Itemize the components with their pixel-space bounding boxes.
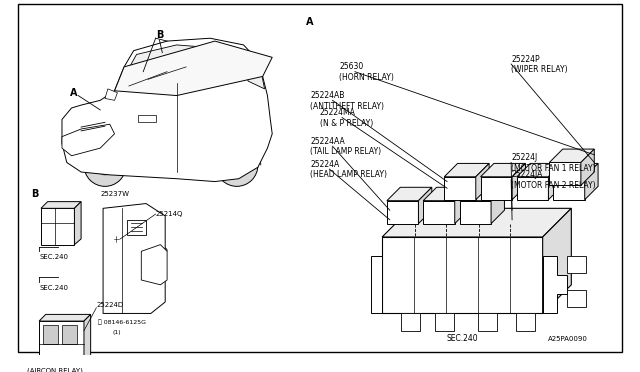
Text: B: B — [31, 189, 39, 199]
Polygon shape — [387, 201, 419, 224]
Polygon shape — [62, 38, 272, 182]
Circle shape — [99, 109, 107, 116]
Polygon shape — [477, 314, 497, 331]
Polygon shape — [548, 163, 562, 200]
Polygon shape — [62, 124, 115, 156]
Text: SEC.240: SEC.240 — [447, 334, 478, 343]
Circle shape — [113, 235, 120, 242]
Text: 25224MA: 25224MA — [320, 108, 356, 117]
Text: Ⓑ 08146-6125G: Ⓑ 08146-6125G — [99, 319, 147, 325]
Polygon shape — [512, 163, 525, 200]
Polygon shape — [371, 256, 382, 314]
Text: (AIRCON RELAY): (AIRCON RELAY) — [28, 368, 83, 372]
Text: SEC.240: SEC.240 — [39, 254, 68, 260]
Polygon shape — [382, 237, 543, 314]
Polygon shape — [460, 201, 491, 224]
Text: (MOTOR FAN 1 RELAY): (MOTOR FAN 1 RELAY) — [511, 164, 596, 173]
Polygon shape — [39, 314, 91, 321]
Text: 25224AB: 25224AB — [310, 91, 345, 100]
Polygon shape — [566, 289, 586, 307]
Polygon shape — [549, 163, 581, 185]
Polygon shape — [435, 314, 454, 331]
Polygon shape — [105, 89, 117, 100]
Text: 25224J: 25224J — [511, 153, 538, 162]
Polygon shape — [517, 163, 562, 177]
Text: 25224P: 25224P — [511, 55, 540, 64]
Bar — [43, 325, 58, 344]
Bar — [127, 220, 146, 235]
Polygon shape — [84, 314, 91, 361]
Text: SEC.240: SEC.240 — [39, 285, 68, 291]
Polygon shape — [476, 163, 489, 200]
Polygon shape — [127, 45, 213, 81]
Polygon shape — [423, 187, 468, 201]
Text: B: B — [156, 31, 163, 40]
Text: 25224AA: 25224AA — [310, 137, 345, 146]
Text: (WIPER RELAY): (WIPER RELAY) — [511, 65, 568, 74]
Polygon shape — [444, 163, 489, 177]
Text: 25214Q: 25214Q — [156, 211, 183, 217]
Polygon shape — [41, 208, 74, 245]
Text: (HEAD LAMP RELAY): (HEAD LAMP RELAY) — [310, 170, 387, 179]
Polygon shape — [585, 163, 598, 200]
Polygon shape — [419, 187, 432, 224]
Polygon shape — [103, 203, 165, 314]
Text: 25224JA: 25224JA — [511, 170, 543, 179]
Circle shape — [216, 144, 258, 186]
Circle shape — [95, 156, 115, 175]
Text: 25630: 25630 — [339, 62, 364, 71]
Polygon shape — [543, 256, 566, 314]
Polygon shape — [423, 201, 455, 224]
Polygon shape — [74, 202, 81, 245]
Text: (TAIL LAMP RELAY): (TAIL LAMP RELAY) — [310, 147, 381, 157]
Polygon shape — [39, 321, 84, 361]
Polygon shape — [481, 163, 525, 177]
Text: (MOTOR FAN 2 RELAY): (MOTOR FAN 2 RELAY) — [511, 181, 596, 190]
Text: (ANTITHEFT RELAY): (ANTITHEFT RELAY) — [310, 102, 385, 110]
Polygon shape — [553, 163, 598, 177]
Polygon shape — [566, 256, 586, 273]
Polygon shape — [553, 177, 585, 200]
Polygon shape — [549, 149, 595, 163]
Polygon shape — [41, 202, 81, 208]
Circle shape — [84, 144, 126, 186]
Polygon shape — [382, 208, 572, 237]
Text: (HORN RELAY): (HORN RELAY) — [339, 73, 394, 82]
Text: A: A — [70, 88, 77, 98]
Polygon shape — [115, 41, 272, 96]
Polygon shape — [387, 187, 432, 201]
Polygon shape — [581, 149, 595, 185]
Ellipse shape — [141, 246, 167, 255]
Bar — [138, 115, 156, 122]
Polygon shape — [517, 177, 548, 200]
Polygon shape — [543, 208, 572, 314]
Bar — [62, 325, 77, 344]
Polygon shape — [491, 187, 504, 224]
Polygon shape — [401, 314, 420, 331]
Bar — [51, 361, 70, 366]
Text: 25237W: 25237W — [100, 191, 129, 197]
Text: (1): (1) — [113, 330, 121, 335]
Text: 25224A: 25224A — [310, 160, 340, 169]
Text: (N & P RELAY): (N & P RELAY) — [320, 119, 373, 128]
Polygon shape — [141, 245, 167, 285]
Polygon shape — [481, 177, 512, 200]
Polygon shape — [455, 187, 468, 224]
Polygon shape — [516, 314, 535, 331]
Polygon shape — [444, 177, 476, 200]
Polygon shape — [239, 51, 264, 89]
Circle shape — [227, 156, 246, 175]
Text: 25224D: 25224D — [97, 302, 124, 308]
Text: A: A — [306, 17, 313, 27]
Text: A25PA0090: A25PA0090 — [548, 336, 588, 342]
Polygon shape — [460, 187, 504, 201]
